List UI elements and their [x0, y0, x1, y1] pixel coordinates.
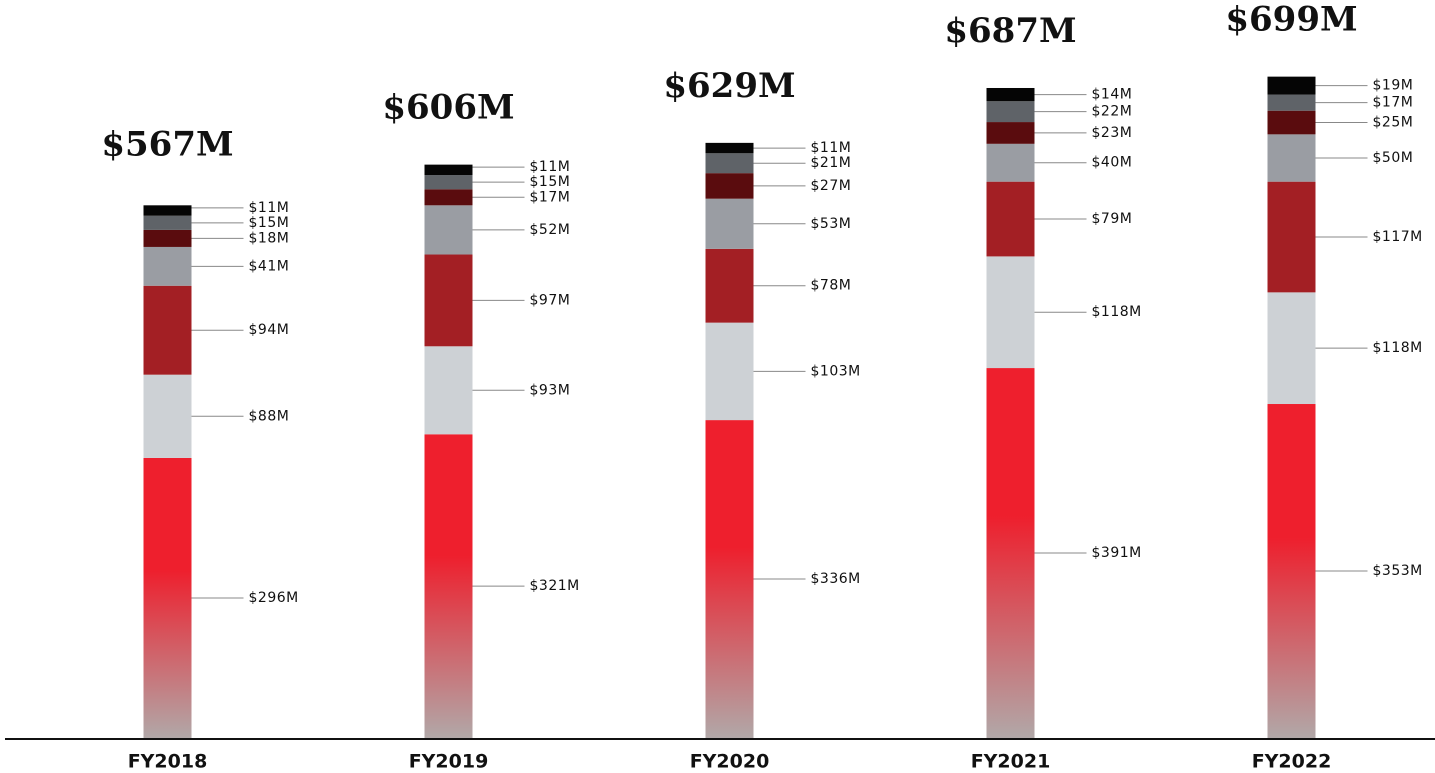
value-label: $11M	[530, 159, 571, 175]
bar-segment	[424, 254, 473, 347]
bar-segment	[143, 205, 192, 216]
bar-segment	[986, 368, 1035, 738]
value-label: $15M	[249, 215, 290, 231]
value-label: $14M	[1092, 87, 1133, 103]
bar-segment	[424, 175, 473, 190]
x-tick-label: FY2018	[128, 751, 208, 773]
value-label: $78M	[811, 278, 852, 294]
value-label: $41M	[249, 258, 290, 274]
total-label: $567M	[101, 125, 233, 165]
bar-segment	[705, 248, 754, 323]
x-tick-label: FY2021	[971, 751, 1051, 773]
bar-segment	[705, 153, 754, 174]
value-label: $27M	[811, 178, 852, 194]
bar-segment	[705, 322, 754, 421]
value-label: $321M	[530, 578, 580, 594]
bar-segment	[1267, 404, 1316, 738]
bar-segment	[986, 101, 1035, 123]
value-label: $118M	[1092, 304, 1142, 320]
value-label: $97M	[530, 292, 571, 308]
bar-segment	[705, 420, 754, 738]
bar-segment	[986, 256, 1035, 369]
value-label: $11M	[811, 140, 852, 156]
bar-segment	[424, 346, 473, 435]
value-label: $23M	[1092, 125, 1133, 141]
x-tick-label: FY2020	[690, 751, 770, 773]
total-label: $629M	[663, 66, 795, 106]
bar-segment	[143, 374, 192, 458]
value-label: $40M	[1092, 155, 1133, 171]
bar-segment	[705, 173, 754, 199]
x-tick-label: FY2022	[1252, 751, 1332, 773]
value-label: $17M	[530, 189, 571, 205]
bar-segment	[1267, 94, 1316, 111]
value-label: $391M	[1092, 545, 1142, 561]
x-tick-label: FY2019	[409, 751, 489, 773]
bar-segment	[986, 87, 1035, 102]
total-label: $687M	[944, 11, 1076, 51]
bar-segment	[1267, 76, 1316, 95]
bar-segment	[143, 285, 192, 375]
value-label: $21M	[811, 155, 852, 171]
total-label: $699M	[1225, 0, 1357, 40]
value-label: $17M	[1373, 95, 1414, 111]
bar-segment	[1267, 110, 1316, 135]
value-label: $52M	[530, 222, 571, 238]
value-label: $88M	[249, 408, 290, 424]
total-label: $606M	[382, 88, 514, 128]
value-label: $18M	[249, 230, 290, 246]
bar-segment	[1267, 134, 1316, 182]
bar-segment	[705, 142, 754, 154]
value-label: $15M	[530, 174, 571, 190]
value-label: $50M	[1373, 150, 1414, 166]
bar-segment	[705, 198, 754, 249]
value-label: $53M	[811, 216, 852, 232]
value-label: $118M	[1373, 340, 1423, 356]
value-label: $117M	[1373, 229, 1423, 245]
bar-segment	[143, 246, 192, 286]
value-label: $93M	[530, 382, 571, 398]
bar-segment	[424, 434, 473, 738]
value-label: $353M	[1373, 563, 1423, 579]
bar-segment	[143, 457, 192, 738]
value-label: $19M	[1373, 78, 1414, 94]
bar-segment	[986, 181, 1035, 257]
value-label: $336M	[811, 571, 861, 587]
bar-segment	[143, 229, 192, 247]
bar-segment	[1267, 181, 1316, 293]
value-label: $94M	[249, 322, 290, 338]
value-label: $25M	[1373, 115, 1414, 131]
bar-segment	[143, 215, 192, 230]
bar-segment	[986, 122, 1035, 144]
bar-segment	[424, 205, 473, 255]
bar-segment	[424, 164, 473, 176]
value-label: $103M	[811, 363, 861, 379]
value-label: $11M	[249, 200, 290, 216]
value-label: $79M	[1092, 211, 1133, 227]
bar-segment	[986, 143, 1035, 182]
value-label: $296M	[249, 590, 299, 606]
bar-segment	[424, 189, 473, 206]
bar-segment	[1267, 292, 1316, 405]
value-label: $22M	[1092, 104, 1133, 120]
